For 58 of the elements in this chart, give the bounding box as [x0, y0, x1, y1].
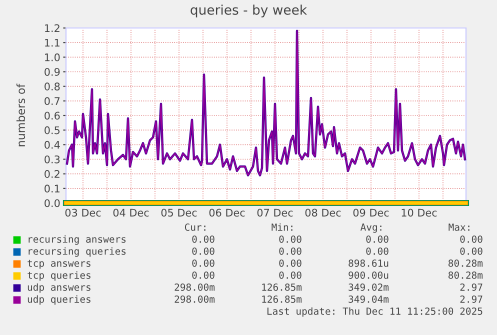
text: 0.00	[192, 259, 214, 267]
text: 298.00m	[174, 283, 215, 291]
text: 0.00	[460, 247, 482, 255]
text: 2.97	[460, 283, 482, 291]
text: 0.00	[279, 271, 302, 279]
y-axis-title: numbers of	[16, 84, 26, 146]
text: 900.00u	[348, 271, 388, 279]
x-tick-label: 08 Dec	[305, 208, 341, 217]
y-tick-label: 1.0	[45, 53, 60, 62]
y-tick-label: 0.3	[44, 155, 60, 164]
text: 0.00	[192, 271, 214, 279]
text: Avg:	[360, 224, 382, 233]
text: 0.00	[460, 235, 482, 243]
text: 0.00	[366, 247, 388, 255]
legend-label: tcp answers	[28, 260, 90, 269]
legend-label: udp answers	[28, 283, 90, 293]
y-tick-label: 0.1	[44, 184, 60, 193]
text: 80.28m	[448, 259, 483, 267]
text: Max:	[448, 224, 470, 231]
y-tick-label: 0.7	[44, 97, 60, 106]
x-tick-label: 05 Dec	[161, 208, 197, 217]
x-tick-label: 07 Dec	[257, 208, 293, 217]
y-tick-label: 0.9	[44, 68, 60, 76]
text: 349.04m	[348, 295, 389, 303]
legend-label: tcp queries	[28, 271, 90, 281]
y-tick-label: 0.0	[44, 199, 60, 208]
text: 2.97	[460, 295, 482, 303]
text: 0.00	[192, 247, 214, 255]
x-tick-label: 09 Dec	[353, 208, 389, 217]
text: 0.00	[366, 235, 388, 243]
text: Last update: Thu Dec 11 11:25:00 2025	[267, 307, 482, 317]
text: 126.85m	[262, 283, 302, 291]
text: 298.00m	[174, 295, 215, 303]
text: 0.00	[279, 247, 302, 255]
y-tick-label: 0.8	[44, 82, 60, 90]
legend-label: recursing queries	[28, 247, 126, 257]
text: 898.61u	[348, 259, 388, 267]
y-tick-label: 0.5	[44, 126, 60, 134]
text: 126.85m	[262, 295, 302, 303]
y-tick-label: 0.4	[44, 140, 60, 149]
x-tick-label: 06 Dec	[209, 208, 245, 217]
y-tick-label: 1.1	[45, 38, 60, 47]
y-tick-label: 1.2	[45, 24, 60, 32]
x-tick-label: 03 Dec	[65, 208, 101, 217]
y-tick-label: 0.2	[44, 170, 60, 178]
text: 80.28m	[448, 271, 483, 279]
chart-title: queries - by week	[190, 4, 308, 18]
x-tick-label: 10 Dec	[402, 208, 437, 217]
text: 0.00	[192, 235, 214, 243]
legend-label: recursing answers	[28, 235, 126, 245]
text: 0.00	[279, 235, 302, 243]
legend-label: udp queries	[28, 295, 90, 305]
text: Min:	[272, 223, 292, 231]
y-tick-label: 0.6	[44, 112, 60, 120]
text: Cur:	[184, 223, 206, 231]
text: 349.02m	[348, 283, 389, 291]
x-tick-label: 04 Dec	[113, 208, 149, 217]
text: 0.00	[279, 259, 302, 267]
